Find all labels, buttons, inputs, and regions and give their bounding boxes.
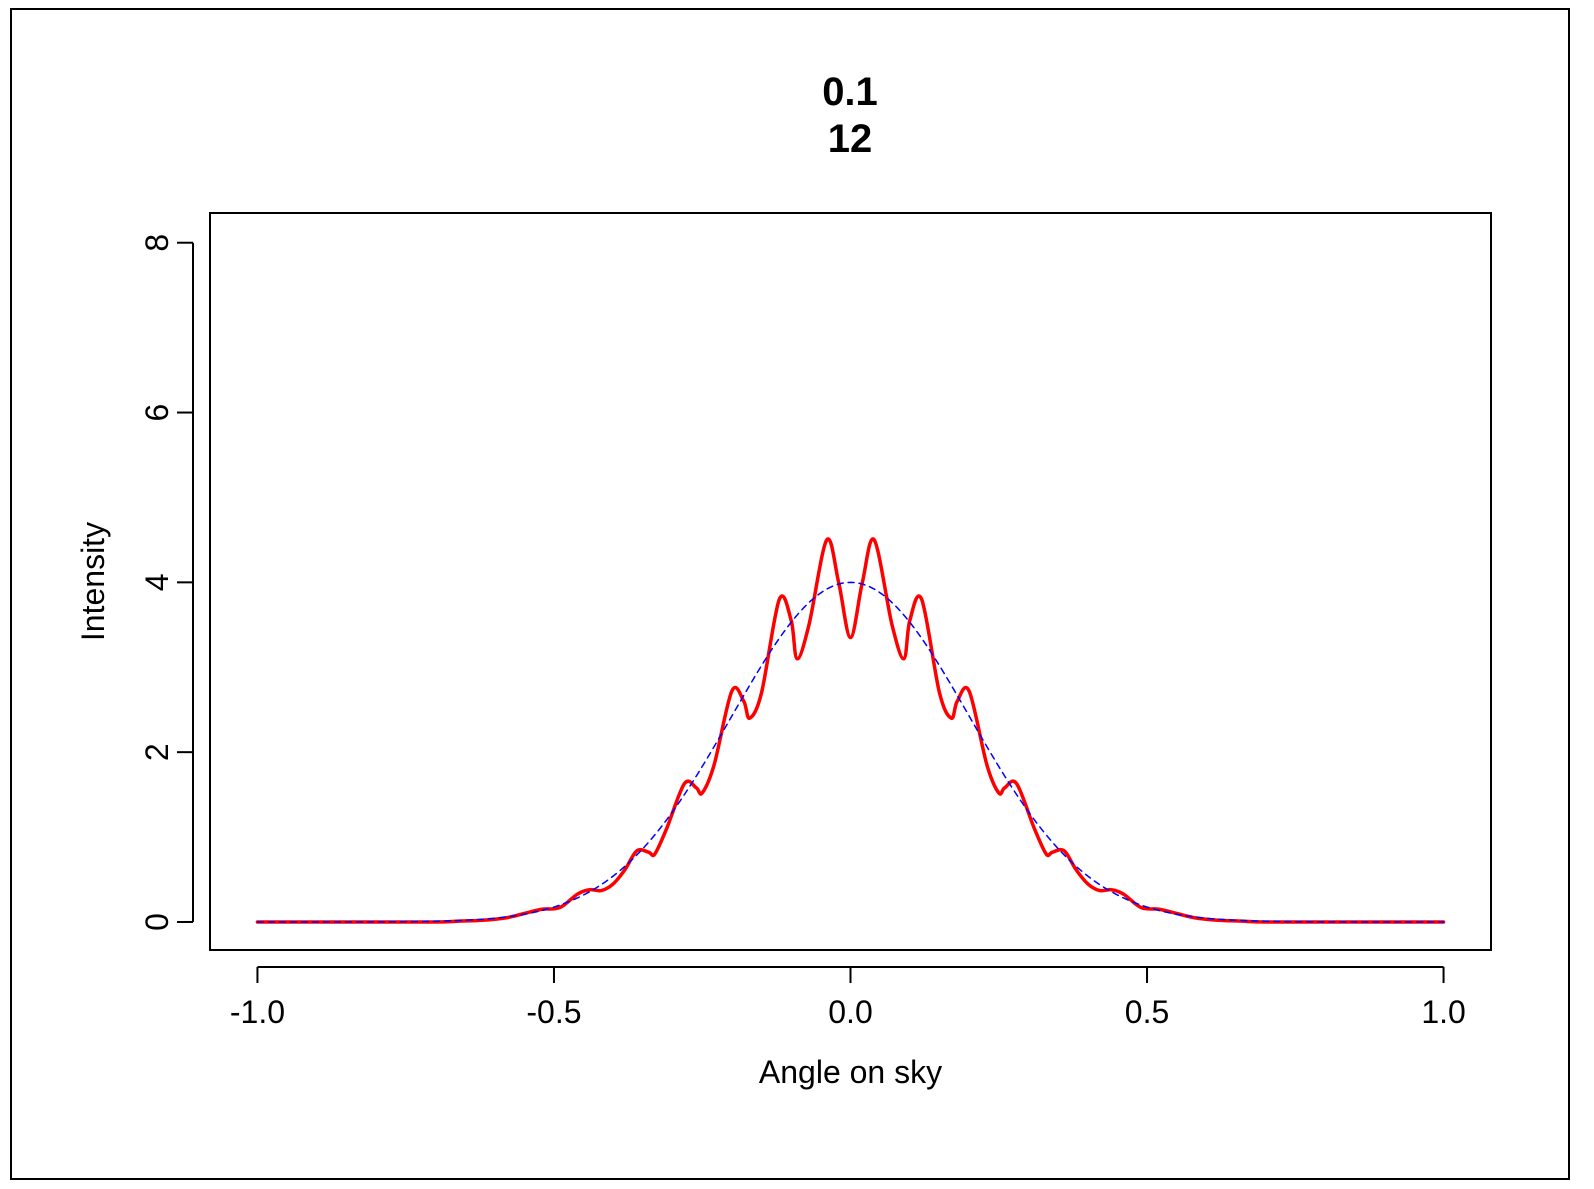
- y-tick-label: 2: [139, 743, 175, 761]
- x-tick-label: -1.0: [230, 994, 285, 1030]
- y-tick-label: 0: [139, 913, 175, 931]
- x-axis-label: Angle on sky: [759, 1054, 942, 1090]
- x-tick-label: -0.5: [526, 994, 581, 1030]
- y-tick-label: 4: [139, 573, 175, 591]
- intensity-line: [255, 537, 1446, 924]
- y-axis: 0 2 4 6 8: [139, 234, 194, 931]
- x-tick-label: 0.0: [828, 994, 872, 1030]
- chart-frame: [10, 8, 1570, 1180]
- y-tick-label: 6: [139, 404, 175, 422]
- x-axis: -1.0 -0.5 0.0 0.5 1.0: [230, 966, 1466, 1030]
- series-layer: [255, 537, 1446, 924]
- chart-title-line2: 12: [828, 117, 873, 161]
- y-tick-label: 8: [139, 234, 175, 252]
- y-axis-label: Intensity: [75, 522, 111, 641]
- x-tick-label: 0.5: [1125, 994, 1169, 1030]
- plot-area-border: [209, 212, 1492, 951]
- x-tick-label: 1.0: [1421, 994, 1465, 1030]
- gaussian-envelope-line: [256, 581, 1445, 923]
- chart-title-line1: 0.1: [822, 70, 878, 114]
